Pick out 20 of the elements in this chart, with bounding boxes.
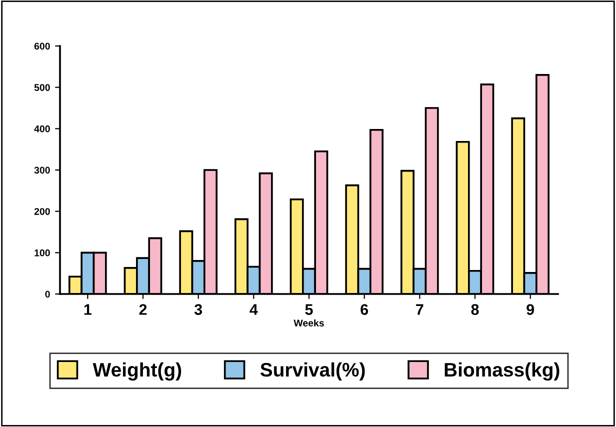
x-tick-label: 9 (526, 304, 534, 315)
x-tick-label: 2 (139, 304, 147, 315)
x-tick-label: 5 (305, 304, 313, 315)
y-tick-label: 400 (34, 125, 50, 132)
y-tick-label: 0 (45, 290, 50, 298)
x-tick-label: 8 (471, 304, 479, 315)
legend-label: Weight(g) (92, 362, 182, 381)
y-tick-label: 600 (34, 42, 50, 50)
x-tick-label: 7 (416, 304, 424, 315)
y-tick-label: 200 (34, 208, 50, 215)
legend-label: Biomass(kg) (444, 362, 560, 381)
y-tick-label: 500 (34, 84, 50, 91)
x-tick-label: 6 (360, 304, 368, 315)
x-tick-label: 3 (194, 304, 202, 315)
y-tick-label: 300 (34, 166, 50, 174)
y-tick-label: 100 (34, 249, 50, 256)
x-axis-title: Weeks (294, 319, 324, 326)
x-tick-label: 4 (250, 304, 258, 315)
legend-label: Survival(%) (260, 362, 365, 380)
x-tick-label: 1 (84, 304, 92, 315)
